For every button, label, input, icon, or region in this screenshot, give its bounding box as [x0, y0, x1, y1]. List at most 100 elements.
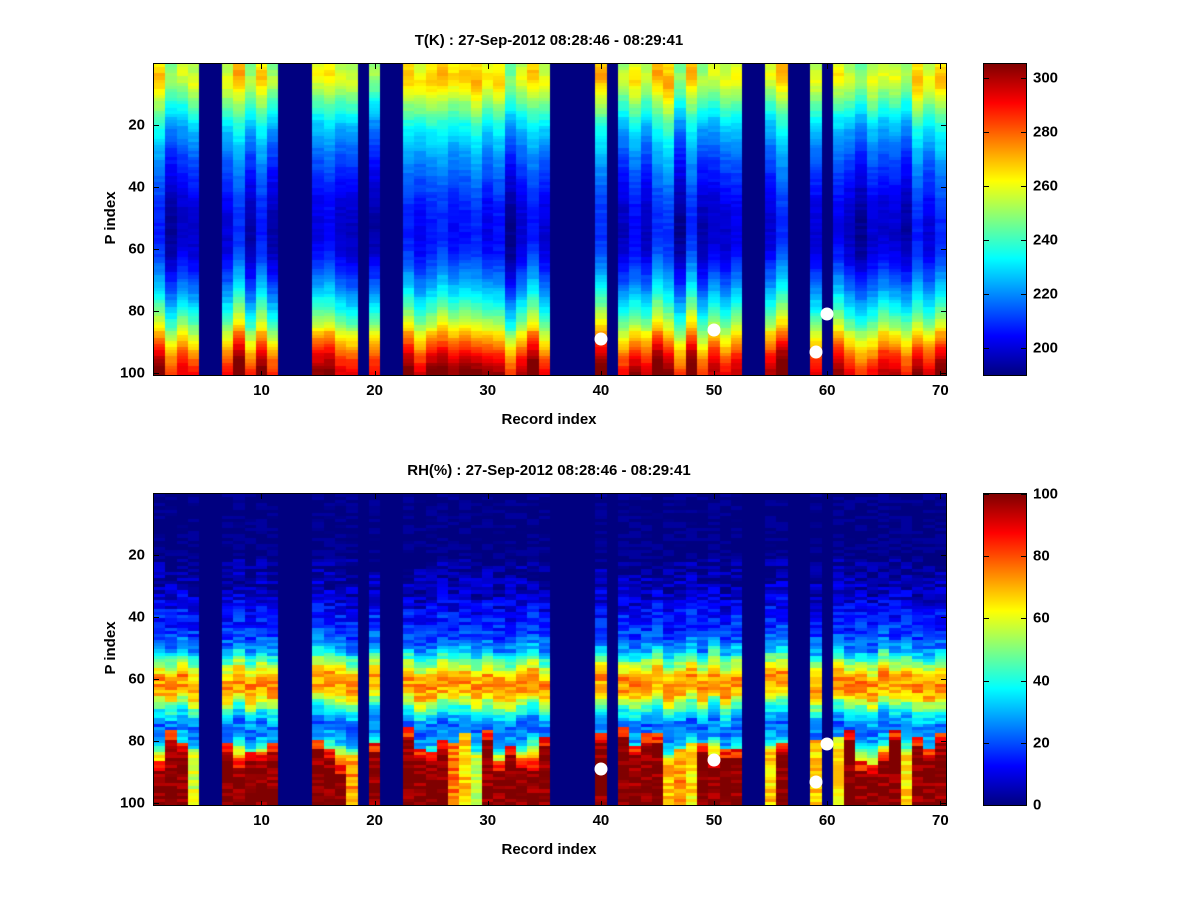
y-axis-tick-right — [941, 741, 946, 743]
y-axis-tick-label: 40 — [128, 178, 145, 196]
x-axis-tick — [940, 371, 942, 376]
colorbar-tick — [984, 131, 989, 133]
x-axis-tick-label: 50 — [705, 812, 723, 829]
temperature-colorbar-gradient — [984, 64, 1026, 375]
humidity-heatmap[interactable] — [153, 493, 947, 806]
x-axis-tick-label: 40 — [592, 812, 610, 829]
profile-marker[interactable] — [707, 753, 721, 767]
y-axis-tick-label: 20 — [128, 116, 145, 134]
humidity-y-axis-title: P index — [102, 621, 119, 675]
y-axis-tick-right — [941, 311, 946, 313]
x-axis-tick-top — [600, 494, 602, 499]
x-axis-tick-top — [714, 494, 716, 499]
y-axis-tick-right — [941, 616, 946, 618]
profile-marker[interactable] — [820, 737, 834, 751]
humidity-colorbar — [983, 493, 1027, 806]
colorbar-tick-label: 300 — [1033, 69, 1059, 87]
colorbar-tick — [984, 742, 989, 744]
humidity-x-axis-title: Record index — [501, 841, 597, 858]
x-axis-tick-label: 50 — [705, 382, 723, 399]
x-axis-tick-top — [487, 494, 489, 499]
x-axis-tick-top — [827, 494, 829, 499]
profile-marker[interactable] — [594, 332, 608, 346]
y-axis-tick-right — [941, 803, 946, 805]
x-axis-tick — [487, 371, 489, 376]
y-axis-tick-right — [941, 679, 946, 681]
temperature-panel: T(K) : 27-Sep-2012 08:28:46 - 08:29:41 P… — [102, 32, 1059, 428]
temperature-heatmap-canvas — [154, 64, 946, 375]
y-axis-tick — [154, 616, 159, 618]
y-axis-tick-label: 40 — [128, 608, 145, 626]
colorbar-tick-label: 0 — [1033, 796, 1042, 814]
colorbar-tick — [984, 618, 989, 620]
x-axis-tick-label: 20 — [366, 382, 383, 399]
humidity-plot-title: RH(%) : 27-Sep-2012 08:28:46 - 08:29:41 — [407, 462, 691, 479]
colorbar-tick-right — [1021, 742, 1026, 744]
y-axis-tick — [154, 741, 159, 743]
colorbar-tick-right — [1021, 805, 1026, 806]
x-axis-tick — [827, 371, 829, 376]
colorbar-tick-right — [1021, 131, 1026, 133]
profile-marker[interactable] — [809, 775, 823, 789]
humidity-colorbar-gradient — [984, 494, 1026, 805]
x-axis-tick-top — [374, 64, 376, 69]
colorbar-tick-right — [1021, 347, 1026, 349]
x-axis-tick — [261, 371, 263, 376]
x-axis-tick-label: 40 — [592, 382, 610, 399]
x-axis-tick-label: 30 — [479, 812, 497, 829]
temperature-x-axis-title: Record index — [501, 411, 597, 428]
y-axis-tick — [154, 803, 159, 805]
x-axis-tick-label: 30 — [479, 382, 497, 399]
x-axis-tick-label: 70 — [931, 812, 949, 829]
profile-marker[interactable] — [809, 345, 823, 359]
y-axis-tick-right — [941, 249, 946, 251]
x-axis-tick-label: 60 — [818, 812, 836, 829]
x-axis-tick — [714, 371, 716, 376]
x-axis-tick — [374, 801, 376, 806]
colorbar-tick-label: 200 — [1033, 339, 1059, 357]
colorbar-tick-right — [1021, 239, 1026, 241]
colorbar-tick-right — [1021, 556, 1026, 558]
colorbar-tick-label: 100 — [1033, 485, 1059, 503]
x-axis-tick-label: 70 — [931, 382, 949, 399]
x-axis-tick-top — [261, 64, 263, 69]
x-axis-tick-top — [374, 494, 376, 499]
y-axis-tick — [154, 311, 159, 313]
temperature-heatmap[interactable] — [153, 63, 947, 376]
y-axis-tick — [154, 373, 159, 375]
colorbar-tick — [984, 805, 989, 806]
colorbar-tick — [984, 239, 989, 241]
x-axis-tick — [487, 801, 489, 806]
x-axis-tick-top — [714, 64, 716, 69]
colorbar-tick-right — [1021, 494, 1026, 495]
colorbar-tick — [984, 77, 989, 79]
colorbar-tick-right — [1021, 185, 1026, 187]
x-axis-tick — [261, 801, 263, 806]
colorbar-tick-label: 60 — [1033, 609, 1050, 627]
colorbar-tick — [984, 185, 989, 187]
x-axis-tick — [600, 801, 602, 806]
x-axis-tick-top — [940, 64, 942, 69]
profile-marker[interactable] — [594, 762, 608, 776]
x-axis-tick — [600, 371, 602, 376]
x-axis-tick — [714, 801, 716, 806]
y-axis-tick-label: 60 — [128, 670, 145, 688]
x-axis-tick-top — [487, 64, 489, 69]
colorbar-tick-right — [1021, 680, 1026, 682]
colorbar-tick-label: 280 — [1033, 123, 1059, 141]
y-axis-tick-label: 60 — [128, 240, 145, 258]
profile-marker[interactable] — [820, 307, 834, 321]
colorbar-tick-label: 260 — [1033, 177, 1059, 195]
profile-marker[interactable] — [707, 323, 721, 337]
colorbar-tick-right — [1021, 77, 1026, 79]
y-axis-tick-right — [941, 554, 946, 556]
y-axis-tick — [154, 124, 159, 126]
x-axis-tick — [827, 801, 829, 806]
y-axis-tick-label: 100 — [119, 364, 145, 382]
humidity-heatmap-canvas — [154, 494, 946, 805]
y-axis-tick — [154, 679, 159, 681]
y-axis-tick — [154, 249, 159, 251]
colorbar-tick-right — [1021, 618, 1026, 620]
x-axis-tick-top — [261, 494, 263, 499]
x-axis-tick-top — [600, 64, 602, 69]
